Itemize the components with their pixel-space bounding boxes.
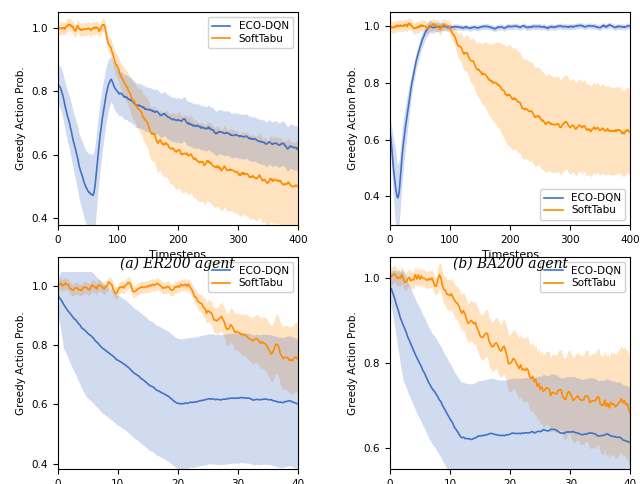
X-axis label: Timesteps: Timesteps xyxy=(481,250,539,260)
ECO-DQN xyxy=(614,435,622,440)
ECO-DQN xyxy=(473,25,481,30)
ECO-DQN xyxy=(518,23,526,29)
ECO-DQN xyxy=(508,24,515,30)
ECO-DQN xyxy=(120,361,127,367)
Line: SoftTabu: SoftTabu xyxy=(390,273,630,413)
Text: (a) ER200 agent: (a) ER200 agent xyxy=(120,257,236,271)
Y-axis label: Greedy Action Prob.: Greedy Action Prob. xyxy=(16,67,26,170)
ECO-DQN xyxy=(540,24,548,30)
ECO-DQN xyxy=(625,439,633,445)
SoftTabu xyxy=(390,271,398,276)
ECO-DQN xyxy=(475,433,483,439)
ECO-DQN xyxy=(418,39,426,45)
ECO-DQN xyxy=(176,118,184,123)
Y-axis label: Greedy Action Prob.: Greedy Action Prob. xyxy=(16,311,26,415)
SoftTabu xyxy=(627,410,634,416)
SoftTabu xyxy=(294,184,302,190)
SoftTabu xyxy=(186,152,194,158)
Y-axis label: Greedy Action Prob.: Greedy Action Prob. xyxy=(348,67,358,170)
SoftTabu xyxy=(255,338,263,344)
SoftTabu xyxy=(563,119,570,125)
ECO-DQN xyxy=(187,121,195,127)
ECO-DQN xyxy=(85,189,93,195)
SoftTabu xyxy=(135,286,143,291)
SoftTabu xyxy=(230,168,238,174)
SoftTabu xyxy=(175,147,183,153)
ECO-DQN xyxy=(266,397,273,403)
Legend: ECO-DQN, SoftTabu: ECO-DQN, SoftTabu xyxy=(540,262,625,292)
ECO-DQN xyxy=(586,430,594,436)
ECO-DQN xyxy=(141,106,149,112)
Y-axis label: Greedy Action Prob.: Greedy Action Prob. xyxy=(348,311,358,415)
SoftTabu xyxy=(284,355,292,361)
ECO-DQN xyxy=(394,195,401,201)
ECO-DQN xyxy=(386,127,394,133)
SoftTabu xyxy=(454,301,461,306)
ECO-DQN xyxy=(89,193,97,198)
Legend: ECO-DQN, SoftTabu: ECO-DQN, SoftTabu xyxy=(207,17,293,48)
SoftTabu xyxy=(54,283,61,288)
ECO-DQN xyxy=(294,401,302,407)
ECO-DQN xyxy=(605,22,613,28)
SoftTabu xyxy=(208,162,216,167)
SoftTabu xyxy=(467,318,475,323)
SoftTabu xyxy=(289,358,296,364)
ECO-DQN xyxy=(143,379,150,385)
Line: ECO-DQN: ECO-DQN xyxy=(390,25,630,198)
ECO-DQN xyxy=(627,439,634,445)
ECO-DQN xyxy=(466,436,474,442)
ECO-DQN xyxy=(563,24,570,30)
SoftTabu xyxy=(99,22,107,28)
ECO-DQN xyxy=(294,147,302,152)
SoftTabu xyxy=(105,279,113,285)
Text: (b) BA200 agent: (b) BA200 agent xyxy=(452,257,568,271)
ECO-DQN xyxy=(627,23,634,29)
SoftTabu xyxy=(386,277,394,283)
SoftTabu xyxy=(141,117,148,123)
ECO-DQN xyxy=(134,372,141,378)
Line: ECO-DQN: ECO-DQN xyxy=(58,296,298,404)
SoftTabu xyxy=(518,105,526,111)
SoftTabu xyxy=(122,283,129,288)
ECO-DQN xyxy=(452,426,460,432)
SoftTabu xyxy=(600,403,607,408)
ECO-DQN xyxy=(282,399,290,405)
ECO-DQN xyxy=(54,81,61,87)
X-axis label: Timesteps: Timesteps xyxy=(149,250,207,260)
SoftTabu xyxy=(621,131,628,136)
SoftTabu xyxy=(144,284,152,290)
SoftTabu xyxy=(418,23,426,29)
ECO-DQN xyxy=(598,433,605,439)
SoftTabu xyxy=(54,26,61,32)
SoftTabu xyxy=(540,119,548,124)
SoftTabu xyxy=(588,398,595,404)
ECO-DQN xyxy=(254,396,262,402)
SoftTabu xyxy=(473,66,481,72)
Legend: ECO-DQN, SoftTabu: ECO-DQN, SoftTabu xyxy=(207,262,293,292)
ECO-DQN xyxy=(54,293,61,299)
SoftTabu xyxy=(627,129,634,135)
Line: ECO-DQN: ECO-DQN xyxy=(390,287,630,442)
Legend: ECO-DQN, SoftTabu: ECO-DQN, SoftTabu xyxy=(540,189,625,220)
SoftTabu xyxy=(508,94,515,100)
SoftTabu xyxy=(476,333,484,339)
SoftTabu xyxy=(404,20,412,26)
SoftTabu xyxy=(616,398,624,404)
ECO-DQN xyxy=(209,127,216,133)
Line: SoftTabu: SoftTabu xyxy=(58,25,298,187)
SoftTabu xyxy=(386,22,394,28)
Line: SoftTabu: SoftTabu xyxy=(390,23,630,134)
ECO-DQN xyxy=(108,76,115,82)
Line: SoftTabu: SoftTabu xyxy=(58,282,298,361)
SoftTabu xyxy=(294,357,302,363)
SoftTabu xyxy=(268,351,275,357)
SoftTabu xyxy=(85,26,93,31)
Line: ECO-DQN: ECO-DQN xyxy=(58,79,298,196)
ECO-DQN xyxy=(386,284,394,289)
ECO-DQN xyxy=(231,132,239,138)
